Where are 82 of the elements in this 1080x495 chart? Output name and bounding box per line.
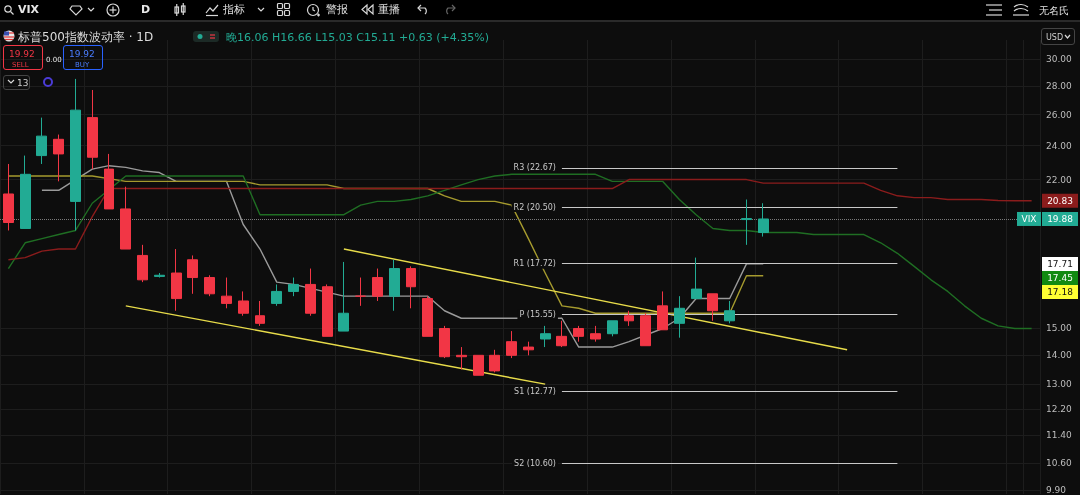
text: 警报 [326, 3, 348, 16]
candlestick [20, 155, 31, 229]
text: 指标 [223, 3, 245, 16]
annotation: 17.71 [1047, 258, 1073, 269]
candlestick [624, 310, 634, 327]
text: USD [1046, 32, 1064, 44]
candlestick [439, 325, 450, 359]
candlestick [506, 330, 517, 359]
candlestick [422, 295, 433, 337]
candlestick [204, 274, 215, 297]
text: 17.45 [1047, 272, 1073, 283]
candlestick [489, 349, 500, 373]
y-tick-label: 11.40 [1046, 430, 1073, 441]
candlestick [540, 325, 551, 348]
candlestick [288, 277, 299, 297]
text: D [141, 3, 151, 16]
text: 重播 [378, 3, 400, 16]
y-tick-label: 12.20 [1046, 403, 1073, 414]
annotation: 19.92 [69, 48, 95, 61]
candlestick [338, 261, 349, 332]
candlestick [473, 354, 484, 376]
candlestick [456, 346, 467, 370]
text: VIX [18, 3, 40, 16]
candlestick [691, 257, 702, 300]
candlestick [255, 300, 265, 327]
y-tick-label: 14.00 [1046, 350, 1073, 361]
candlestick [741, 199, 752, 246]
y-tick-label: 28.00 [1046, 80, 1073, 91]
annotation: 19.92 [9, 48, 35, 61]
candlestick [87, 89, 98, 170]
candlestick [406, 265, 416, 309]
ref-line-label: S1 (12.77) [514, 386, 556, 396]
annotation: 17.18 [1047, 286, 1074, 297]
y-tick-label: 22.00 [1046, 174, 1073, 185]
y-tick-label: 9.90 [1046, 485, 1067, 495]
candlestick [171, 248, 182, 312]
candlestick [372, 268, 383, 302]
candlestick [53, 134, 64, 182]
candlestick [36, 117, 47, 165]
annotation: 19.88 [1047, 213, 1074, 224]
candlestick [640, 312, 651, 347]
candlestick [70, 78, 81, 231]
candlestick [104, 153, 114, 210]
y-tick-label: 30.00 [1046, 53, 1073, 64]
candlestick [305, 268, 316, 317]
candlestick [758, 202, 769, 238]
candlestick [556, 320, 567, 348]
candlestick [389, 259, 400, 312]
chart-subtitle: 晚16.06 H16.66 L15.03 C15.11 +0.63 (+4.35%) [226, 30, 489, 45]
candlestick [355, 277, 366, 307]
candlestick [590, 325, 601, 343]
candlestick [154, 272, 165, 279]
annotation: 13 [17, 77, 29, 90]
y-tick-label: 15.00 [1046, 323, 1073, 334]
candlestick [221, 277, 232, 309]
candlestick [523, 341, 534, 356]
candlestick [657, 290, 668, 331]
ref-line-label: R3 (22.67) [513, 163, 556, 173]
ref-line-label: R1 (17.72) [513, 259, 556, 269]
annotation: 20.83 [1047, 195, 1073, 206]
candlestick [707, 293, 718, 322]
ref-line-label: S2 (10.60) [514, 458, 556, 468]
candlestick [120, 186, 131, 250]
candlestick [238, 290, 249, 317]
y-tick-label: 26.00 [1046, 109, 1073, 120]
chart-title: 标普500指数波动率 · 1D [18, 29, 154, 46]
candlestick [573, 325, 584, 343]
candlestick [674, 295, 685, 339]
candlestick [187, 254, 198, 295]
annotation: VIX [1021, 213, 1037, 224]
y-tick-label: 24.00 [1046, 140, 1073, 151]
ref-line-label: P (15.55) [519, 309, 556, 319]
ref-line-label: R2 (20.50) [513, 202, 556, 212]
text: 无名氏 [1039, 4, 1069, 17]
y-tick-label: 10.60 [1046, 458, 1073, 469]
candlestick [607, 320, 618, 337]
candlestick [724, 300, 735, 324]
candlestick [3, 163, 14, 231]
candlestick [137, 244, 148, 283]
y-tick-label: 13.00 [1046, 379, 1073, 390]
candlestick [322, 283, 333, 337]
candlestick [271, 283, 282, 307]
